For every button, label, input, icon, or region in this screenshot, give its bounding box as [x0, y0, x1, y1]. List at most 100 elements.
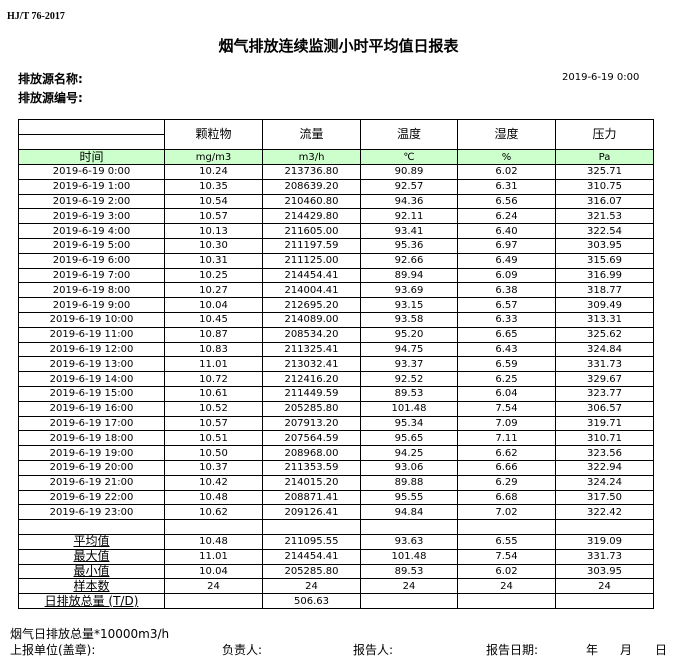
footer-note: 烟气日排放总量*10000m3/h: [10, 627, 170, 641]
time-cell: 2019-6-19 16:00: [18, 400, 165, 417]
data-cell: 6.49: [457, 252, 556, 269]
data-cell: 6.40: [457, 223, 556, 239]
reporting-unit-label: 上报单位(盖章):: [10, 643, 96, 657]
data-cell: 10.48: [164, 489, 263, 506]
data-cell: 6.66: [457, 459, 556, 476]
summary-value: 506.63: [262, 593, 361, 609]
column-header: 流量: [262, 119, 361, 150]
data-cell: 214004.41: [262, 282, 361, 299]
data-cell: 94.25: [360, 445, 458, 461]
time-cell: 2019-6-19 1:00: [18, 178, 165, 195]
reporter-label: 报告人:: [353, 643, 394, 657]
table-row: 2019-6-19 19:00 10.50 208968.00 94.25 6.62 32…: [18, 445, 654, 461]
data-cell: 208639.20: [262, 178, 361, 195]
summary-value: 24: [262, 578, 361, 595]
source-number-label: 排放源编号:: [18, 91, 83, 105]
summary-value: 6.55: [457, 533, 556, 550]
data-cell: 331.73: [555, 356, 654, 373]
summary-value: [164, 593, 263, 609]
summary-row: 最小值 10.04 205285.80 89.53 6.02 303.95: [18, 563, 654, 580]
data-cell: 10.42: [164, 474, 263, 491]
summary-value: 101.48: [360, 548, 458, 565]
data-cell: 7.11: [457, 430, 556, 447]
unit-row: 时间 mg/m3 m3/h ℃% Pa: [18, 149, 654, 165]
data-cell: 6.56: [457, 193, 556, 210]
source-name-label: 排放源名称:: [18, 72, 83, 86]
data-cell: 10.37: [164, 459, 263, 476]
summary-label: 样本数: [18, 578, 165, 595]
data-cell: 315.69: [555, 252, 654, 269]
data-cell: 94.75: [360, 341, 458, 358]
time-cell: 2019-6-19 2:00: [18, 193, 165, 210]
time-cell: 2019-6-19 11:00: [18, 326, 165, 343]
data-cell: 208871.41: [262, 489, 361, 506]
table-row: 2019-6-19 9:00 10.04 212695.20 93.15 6.57 309…: [18, 297, 654, 313]
time-cell: 2019-6-19 6:00: [18, 252, 165, 269]
data-cell: 10.83: [164, 341, 263, 358]
data-cell: 324.24: [555, 474, 654, 491]
year-label: 年: [586, 643, 599, 657]
empty-cell: [164, 519, 263, 535]
data-cell: 95.34: [360, 415, 458, 432]
column-header: 温度: [360, 119, 458, 150]
time-cell: 2019-6-19 15:00: [18, 385, 165, 402]
data-cell: 92.52: [360, 371, 458, 387]
data-cell: 324.84: [555, 341, 654, 358]
summary-value: 6.02: [457, 563, 556, 580]
data-cell: 6.09: [457, 267, 556, 284]
summary-value: 11.01: [164, 548, 263, 565]
data-cell: 329.67: [555, 371, 654, 387]
summary-label: 最小值: [18, 563, 165, 580]
data-cell: 323.56: [555, 445, 654, 461]
table-row: 2019-6-19 18:00 10.51 207564.59 95.65 7.11 31…: [18, 430, 654, 447]
data-cell: 6.31: [457, 178, 556, 195]
table-row: 2019-6-19 22:00 10.48 208871.41 95.55 6.68 31…: [18, 489, 654, 506]
summary-value: 93.63: [360, 533, 458, 550]
summary-value: 7.54: [457, 548, 556, 565]
report-date-label: 报告日期:: [486, 643, 539, 657]
summary-value: 10.48: [164, 533, 263, 550]
summary-row: 平均值 10.48 211095.55 93.63 6.55 319.09: [18, 533, 654, 550]
data-cell: 321.53: [555, 208, 654, 225]
table-row: 2019-6-19 20:00 10.37 211353.59 93.06 6.66 32…: [18, 459, 654, 476]
empty-cell: [457, 519, 556, 535]
data-cell: 89.53: [360, 385, 458, 402]
day-label: 日: [655, 643, 668, 657]
time-cell: 2019-6-19 13:00: [18, 356, 165, 373]
time-cell: 2019-6-19 9:00: [18, 297, 165, 313]
data-cell: 6.25: [457, 371, 556, 387]
responsible-person-label: 负责人:: [222, 643, 263, 657]
data-cell: 10.45: [164, 311, 263, 328]
data-cell: 92.66: [360, 252, 458, 269]
summary-value: 24: [457, 578, 556, 595]
data-cell: 10.72: [164, 371, 263, 387]
table-row: 2019-6-19 3:00 10.57 214429.80 92.11 6.24 321…: [18, 208, 654, 225]
data-cell: 10.27: [164, 282, 263, 299]
data-cell: 211353.59: [262, 459, 361, 476]
column-unit: mg/m3: [164, 149, 263, 165]
time-cell: 2019-6-19 0:00: [18, 164, 165, 180]
data-cell: 316.99: [555, 267, 654, 284]
header-corner-bottom: [18, 134, 165, 150]
data-cell: 10.57: [164, 208, 263, 225]
data-cell: 322.54: [555, 223, 654, 239]
data-cell: 10.61: [164, 385, 263, 402]
data-cell: 6.38: [457, 282, 556, 299]
table-row: 2019-6-19 1:00 10.35 208639.20 92.57 6.31 310…: [18, 178, 654, 195]
table-row: 2019-6-19 14:00 10.72 212416.20 92.52 6.25 32…: [18, 371, 654, 387]
summary-label: 最大值: [18, 548, 165, 565]
data-cell: 6.62: [457, 445, 556, 461]
table-row: 2019-6-19 21:00 10.42 214015.20 89.88 6.29 32…: [18, 474, 654, 491]
data-cell: 6.02: [457, 164, 556, 180]
data-cell: 313.31: [555, 311, 654, 328]
data-cell: 7.09: [457, 415, 556, 432]
data-cell: 6.57: [457, 297, 556, 313]
data-cell: 10.57: [164, 415, 263, 432]
summary-value: [555, 593, 654, 609]
summary-row: 日排放总量 (T/D) 506.63: [18, 593, 654, 609]
data-cell: 89.94: [360, 267, 458, 284]
column-unit: ℃: [360, 149, 458, 165]
table-row: 2019-6-19 5:00 10.30 211197.59 95.36 6.97 303…: [18, 237, 654, 254]
data-cell: 10.04: [164, 297, 263, 313]
summary-label: 平均值: [18, 533, 165, 550]
